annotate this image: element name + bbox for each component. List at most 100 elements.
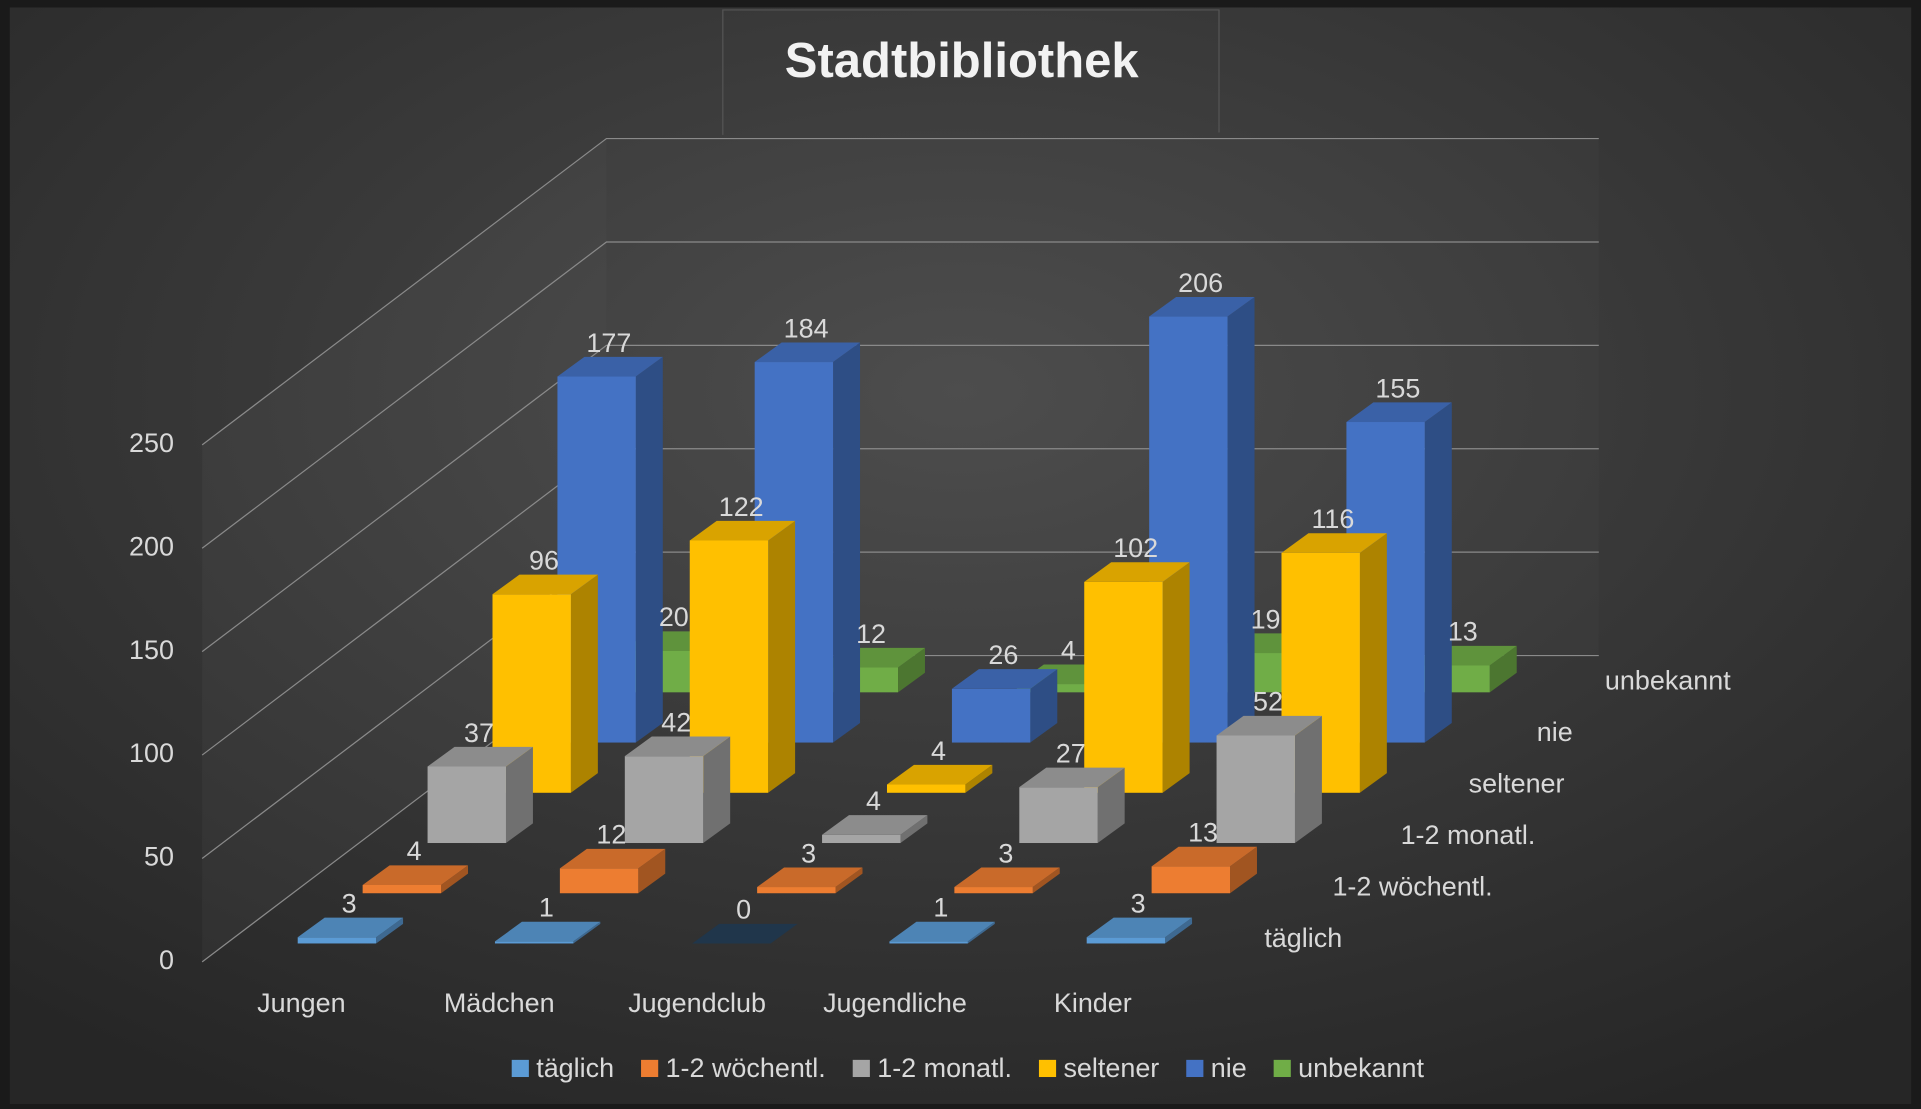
depth-tick-label: unbekannt <box>1605 666 1731 696</box>
bar-top <box>559 848 666 869</box>
bar-top <box>822 815 928 835</box>
data-label: 1 <box>933 893 948 923</box>
data-label: 13 <box>1188 818 1218 848</box>
title-frame <box>722 9 1220 135</box>
bar <box>1216 715 1322 844</box>
data-label: 3 <box>1131 889 1146 919</box>
bar <box>494 921 601 944</box>
bar-side <box>1165 917 1193 944</box>
y-tick-label: 50 <box>144 842 174 872</box>
legend: täglich 1-2 wöchentl. 1-2 monatl. seltener n… <box>511 1053 1424 1083</box>
data-label: 3 <box>342 889 357 919</box>
bar-top <box>492 574 598 595</box>
bars <box>297 296 1517 944</box>
y-tick-label: 150 <box>129 635 174 665</box>
bar-side <box>635 356 663 743</box>
data-label: 12 <box>596 820 626 850</box>
bar-top <box>1151 846 1257 867</box>
depth-tick-label: seltener <box>1469 769 1565 799</box>
chart-title: Stadtbibliothek <box>785 34 1140 88</box>
bar-top <box>1149 296 1255 317</box>
x-tick-label: Kinder <box>1054 988 1132 1018</box>
bar-front <box>1216 735 1295 844</box>
data-label: 177 <box>586 328 631 358</box>
data-label: 20 <box>659 602 689 632</box>
data-label: 184 <box>784 313 829 343</box>
bar-side <box>898 647 925 693</box>
legend-label: täglich <box>536 1053 614 1083</box>
bar <box>1086 917 1193 944</box>
y-tick-label: 250 <box>129 428 174 458</box>
bar-front <box>757 887 836 894</box>
data-label: 19 <box>1251 604 1281 634</box>
bar-top <box>427 746 533 767</box>
bar <box>624 736 731 844</box>
bar-side <box>703 736 731 844</box>
data-label: 13 <box>1448 617 1478 647</box>
data-label: 52 <box>1253 687 1283 717</box>
bar-side <box>638 848 666 894</box>
legend-label: 1-2 wöchentl. <box>666 1053 826 1083</box>
bar <box>1151 846 1257 894</box>
grid-line <box>201 344 1599 653</box>
bar <box>954 867 1060 894</box>
bar-top <box>689 520 796 541</box>
data-label: 4 <box>931 736 946 766</box>
legend-label: nie <box>1211 1053 1247 1083</box>
bar-side <box>1424 402 1452 743</box>
legend-label: seltener <box>1063 1053 1159 1083</box>
bar <box>822 815 928 844</box>
bar-top <box>1019 767 1125 788</box>
bar <box>757 867 863 894</box>
data-label: 155 <box>1375 373 1420 403</box>
bar-top <box>754 342 861 363</box>
bar <box>886 764 993 793</box>
bar-side <box>573 921 601 944</box>
bar <box>559 848 666 894</box>
data-label: 1 <box>539 893 554 923</box>
bar-front <box>889 941 968 944</box>
bar-front <box>494 941 574 944</box>
data-label: 4 <box>407 836 422 866</box>
y-tick-label: 0 <box>159 945 174 975</box>
bar-side <box>967 921 995 944</box>
bar-side <box>835 867 863 894</box>
data-label: 4 <box>866 786 881 816</box>
bar-front <box>954 887 1033 894</box>
bar-front <box>822 834 901 844</box>
depth-tick-label: nie <box>1537 717 1573 747</box>
bar <box>889 921 995 944</box>
bar-side <box>1162 562 1190 793</box>
data-label: 37 <box>464 718 494 748</box>
bar-top <box>1086 917 1193 938</box>
bar-top <box>557 356 663 377</box>
bar-side <box>1359 533 1387 793</box>
data-label: 4 <box>1061 635 1076 665</box>
legend-swatch <box>1186 1059 1204 1078</box>
bar <box>297 917 404 944</box>
bar-top <box>494 921 601 942</box>
bar-front <box>559 868 639 894</box>
bar <box>1084 562 1190 793</box>
depth-tick-label: 1-2 wöchentl. <box>1332 871 1492 901</box>
bar-side <box>1227 296 1255 743</box>
bar <box>1019 767 1125 844</box>
bar-side <box>900 815 928 844</box>
bar-front <box>886 784 966 793</box>
bar-front <box>297 937 377 944</box>
bar-side <box>505 746 533 844</box>
bar-side <box>833 342 861 743</box>
data-label: 3 <box>801 838 816 868</box>
legend-swatch <box>641 1059 659 1078</box>
bar-front <box>951 688 1031 743</box>
data-label: 116 <box>1311 504 1354 534</box>
bar-side <box>441 865 468 894</box>
x-tick-label: Jugendclub <box>628 988 766 1018</box>
bar-side <box>768 520 796 793</box>
x-tick-label: Jungen <box>257 988 345 1018</box>
bar-side <box>965 764 993 793</box>
data-label: 26 <box>988 640 1018 670</box>
bar-side <box>1294 715 1322 844</box>
bar <box>427 746 533 844</box>
